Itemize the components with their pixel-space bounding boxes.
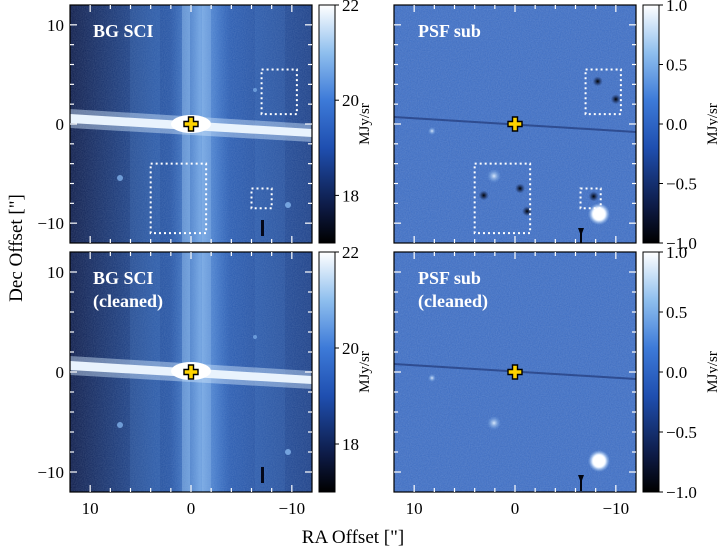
- colorbar-tick-label: 0.5: [666, 303, 687, 322]
- y-tick-label: 10: [47, 16, 64, 35]
- colorbar: [642, 251, 660, 493]
- y-axis-label: Dec Offset ["]: [6, 194, 27, 302]
- colorbar-tick-label: 20: [342, 339, 359, 358]
- colorbar-label: MJy/sr: [357, 103, 373, 145]
- y-tick-label: 10: [47, 263, 64, 282]
- dotted-box: [579, 187, 602, 210]
- colorbar-tick-label: 0.0: [666, 115, 687, 134]
- panel-bottom-left: −10 0 10 10 0 −10 BG SCI (cleaned) 18 20 22 MJy/sr: [37, 243, 373, 518]
- source-marker: [507, 364, 523, 380]
- source-marker: [183, 116, 199, 132]
- panel-bottom-right: 10 0 −10 PSF sub (cleaned) −1.0 −0.5 0.0 0.5 1.0 M…: [393, 243, 718, 518]
- panel-label: (cleaned): [93, 291, 163, 312]
- dotted-box: [473, 162, 532, 235]
- colorbar: [318, 251, 336, 493]
- y-tick-label: 0: [56, 115, 65, 134]
- y-tick-label: −10: [37, 214, 64, 233]
- colorbar-tick-label: 1.0: [666, 0, 687, 15]
- panels: −10 0 10 BG SCI 18 20 22 MJy/sr PSF sub −1.0 −0.5 0…: [37, 0, 718, 518]
- dotted-box: [250, 187, 273, 210]
- panel-label: BG SCI: [93, 21, 154, 41]
- colorbar-tick-label: −1.0: [666, 234, 697, 253]
- source-marker: [507, 116, 523, 132]
- colorbar-label: MJy/sr: [357, 351, 373, 393]
- panel-label: BG SCI: [93, 268, 154, 288]
- colorbar-tick-label: 18: [342, 186, 359, 205]
- x-axis-label: RA Offset ["]: [302, 527, 404, 548]
- colorbar-tick-label: 1.0: [666, 243, 687, 262]
- x-tick-label: 0: [187, 499, 196, 518]
- colorbar-tick-label: −1.0: [666, 483, 697, 502]
- x-tick-label: 10: [82, 499, 99, 518]
- panel-label: PSF sub: [418, 21, 481, 41]
- colorbar: [318, 4, 336, 244]
- colorbar-tick-label: 0.0: [666, 363, 687, 382]
- colorbar: [642, 4, 660, 244]
- residual-spot: [592, 76, 603, 87]
- colorbar-tick-label: 22: [342, 0, 359, 15]
- colorbar-tick-label: 18: [342, 435, 359, 454]
- y-tick-label: 0: [56, 363, 65, 382]
- y-tick-label: −10: [37, 463, 64, 482]
- panel-top-left: −10 0 10 BG SCI 18 20 22 MJy/sr: [37, 0, 373, 244]
- x-tick-label: 10: [406, 499, 423, 518]
- residual-spot: [478, 190, 489, 201]
- x-tick-label: 0: [511, 499, 520, 518]
- colorbar-label: MJy/sr: [705, 103, 718, 145]
- colorbar-tick-label: 22: [342, 243, 359, 262]
- image-top-right: [394, 5, 636, 245]
- residual-spot: [515, 183, 526, 194]
- panel-label: PSF sub: [418, 268, 481, 288]
- panel-label: (cleaned): [418, 291, 488, 312]
- dotted-box: [149, 162, 208, 235]
- colorbar-tick-label: −0.5: [666, 175, 697, 194]
- colorbar-tick-label: 20: [342, 91, 359, 110]
- colorbar-label: MJy/sr: [705, 351, 718, 393]
- colorbar-tick-label: 0.5: [666, 56, 687, 75]
- colorbar-tick-label: −0.5: [666, 423, 697, 442]
- x-tick-label: −10: [603, 499, 630, 518]
- source-marker: [183, 364, 199, 380]
- x-tick-label: −10: [279, 499, 306, 518]
- panel-top-right: PSF sub −1.0 −0.5 0.0 0.5 1.0 MJy/sr: [393, 0, 718, 253]
- residual-spot: [588, 191, 599, 202]
- residual-spot: [610, 94, 621, 105]
